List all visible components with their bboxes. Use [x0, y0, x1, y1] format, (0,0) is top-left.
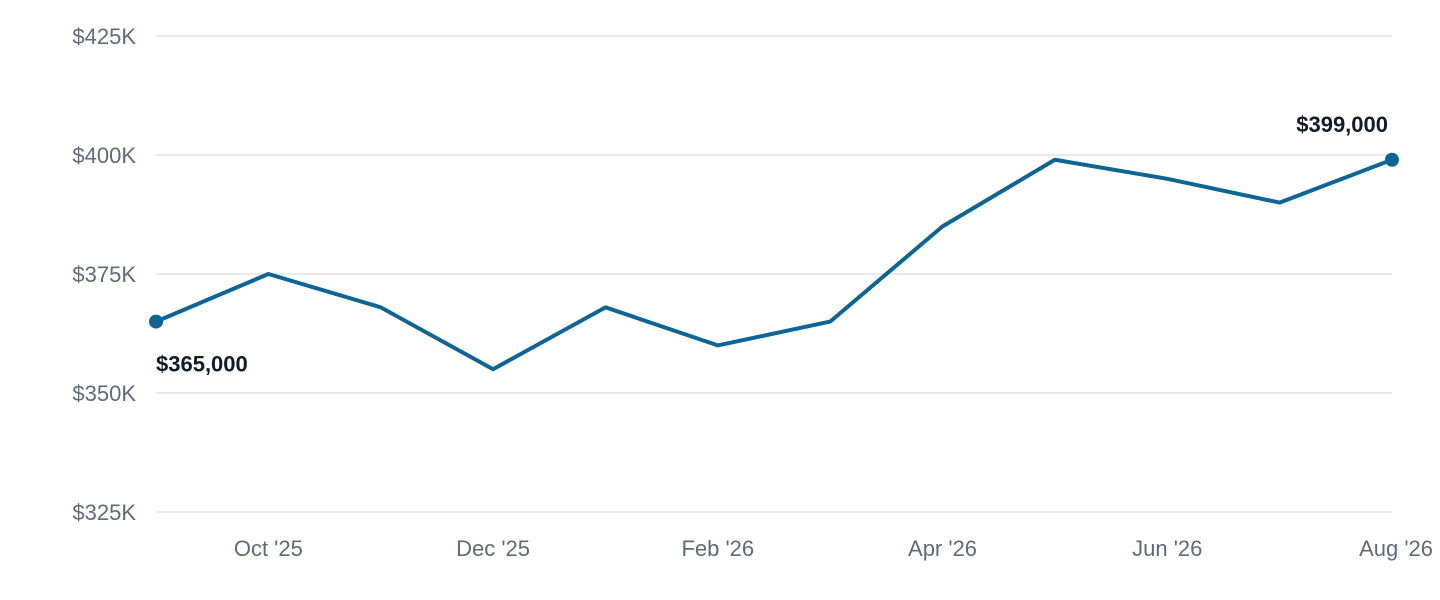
x-axis: Oct '25 Dec '25 Feb '26 Apr '26 Jun '26 Aug '…: [234, 536, 1433, 561]
x-tick-label: Aug '26: [1359, 536, 1433, 561]
y-axis: $325K $350K $375K $400K $425K: [72, 24, 136, 525]
y-tick-label: $375K: [72, 262, 136, 287]
y-tick-label: $400K: [72, 143, 136, 168]
data-point-marker[interactable]: [149, 314, 163, 329]
annotation-layer: $365,000 $399,000: [156, 112, 1388, 377]
x-tick-label: Feb '26: [681, 536, 754, 561]
series-line: [154, 157, 1394, 372]
data-point-label: $365,000: [156, 352, 248, 377]
y-tick-label: $325K: [72, 500, 136, 525]
x-tick-label: Oct '25: [234, 536, 303, 561]
y-tick-label: $425K: [72, 24, 136, 49]
x-tick-label: Dec '25: [456, 536, 530, 561]
series-layer: [149, 152, 1399, 372]
y-tick-label: $350K: [72, 381, 136, 406]
data-point-label: $399,000: [1296, 112, 1388, 137]
x-tick-label: Jun '26: [1132, 536, 1202, 561]
x-tick-label: Apr '26: [908, 536, 977, 561]
grid-lines: [156, 35, 1392, 513]
data-point-marker[interactable]: [1385, 152, 1399, 167]
